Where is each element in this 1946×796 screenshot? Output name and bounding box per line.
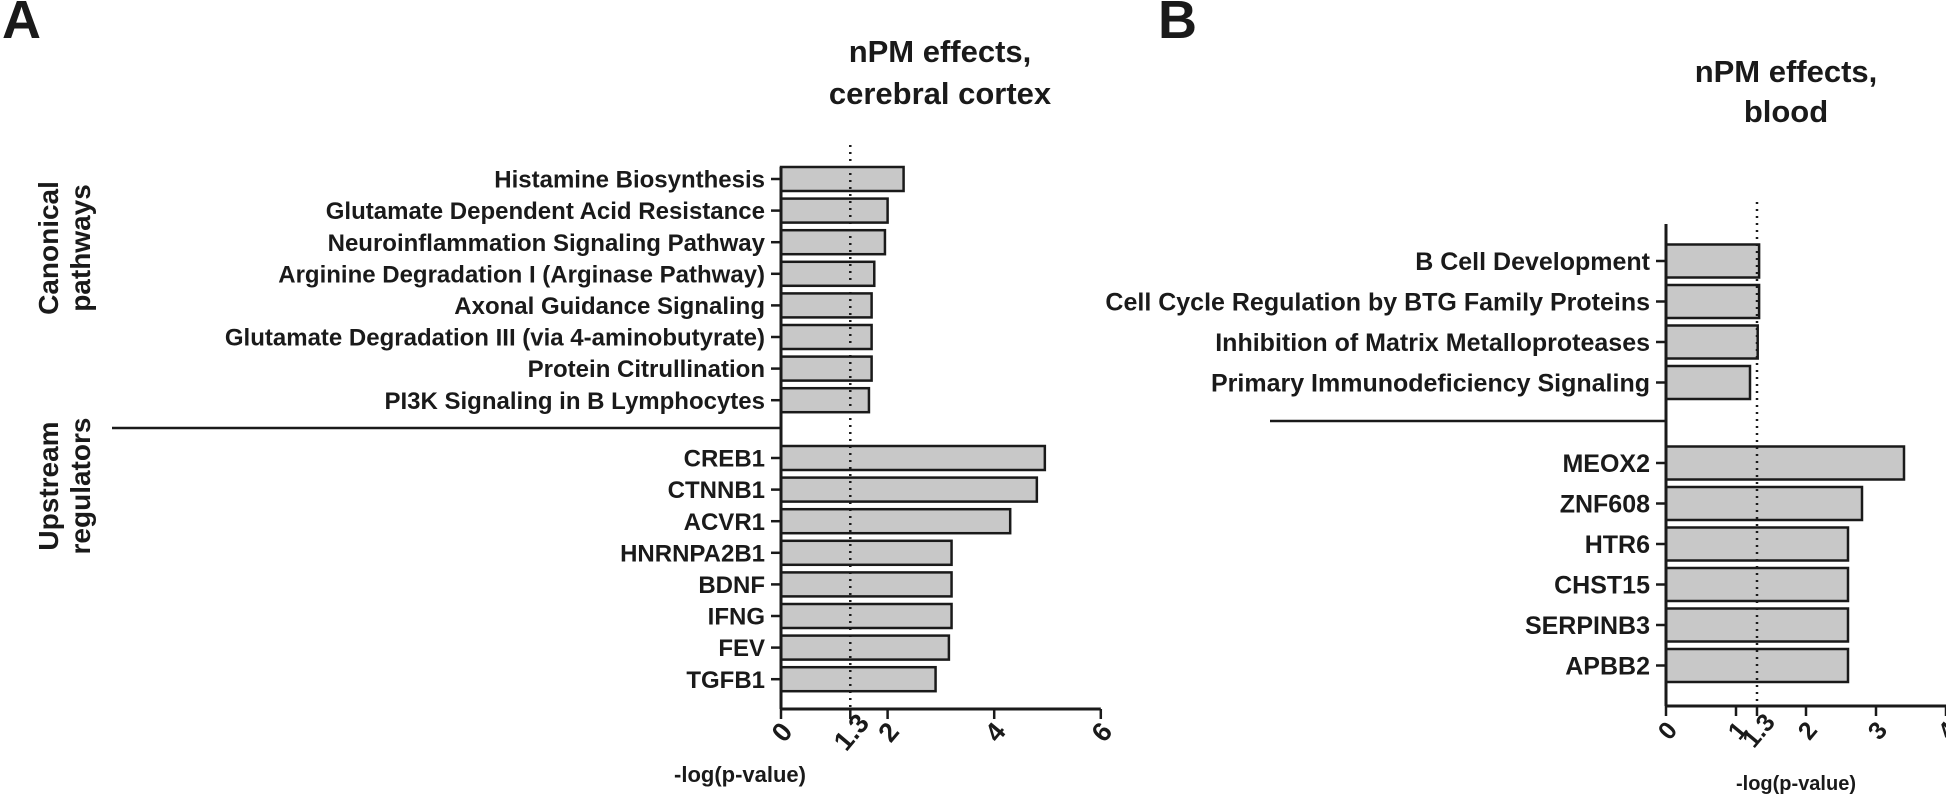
group-label-upstream-line-2: regulators xyxy=(65,418,96,555)
panel-letter-a: A xyxy=(2,0,41,50)
category-label: HTR6 xyxy=(1585,531,1650,559)
panel-b-title-line-1: nPM effects, xyxy=(1695,54,1878,89)
bar xyxy=(779,507,1012,535)
bar xyxy=(779,292,873,319)
bar xyxy=(1664,243,1761,279)
category-label: Primary Immunodeficiency Signaling xyxy=(1211,370,1650,398)
panel-a-title-line-1: nPM effects, xyxy=(849,34,1032,69)
panel-b-x-axis-label: -log(p-value) xyxy=(1736,773,1856,795)
category-label: Cell Cycle Regulation by BTG Family Prot… xyxy=(1105,289,1650,317)
group-label-canonical-line-2: pathways xyxy=(65,184,96,312)
bar xyxy=(779,228,887,256)
category-label: CTNNB1 xyxy=(668,477,765,504)
group-label-upstream-line-1: Upstream xyxy=(33,421,64,550)
group-label-canonical-line-1: Canonical xyxy=(33,181,64,315)
panel-letter-b: B xyxy=(1158,0,1197,50)
x-tick-label: 2 xyxy=(872,717,905,748)
x-tick-label: 0 xyxy=(766,717,799,748)
category-label: FEV xyxy=(718,635,765,662)
category-label: Arginine Degradation I (Arginase Pathway… xyxy=(278,261,765,288)
bar xyxy=(779,444,1047,472)
category-label: Inhibition of Matrix Metalloproteases xyxy=(1215,329,1650,357)
panel-a-plot: Histamine Biosynthesis Glutamate Dependen… xyxy=(112,145,1118,756)
bar xyxy=(779,197,889,224)
category-label: Protein Citrullination xyxy=(528,356,765,383)
bar xyxy=(1664,364,1752,401)
bar xyxy=(779,260,876,288)
category-label: MEOX2 xyxy=(1562,450,1650,478)
bar xyxy=(1664,485,1864,522)
category-label: APBB2 xyxy=(1565,653,1650,681)
category-label: HNRNPA2B1 xyxy=(620,540,765,567)
x-tick-label: 4 xyxy=(1933,716,1946,745)
x-tick-label: 4 xyxy=(979,717,1012,748)
category-label: Glutamate Dependent Acid Resistance xyxy=(326,198,765,225)
bar xyxy=(779,665,937,693)
category-label: Neuroinflammation Signaling Pathway xyxy=(328,230,766,257)
panel-b: B nPM effects, blood -log(p-value) B Cel… xyxy=(1105,0,1946,795)
x-tick-label: 1.3 xyxy=(828,708,875,756)
bar xyxy=(1664,283,1761,320)
category-label: Histamine Biosynthesis xyxy=(494,167,765,194)
bar xyxy=(779,323,873,351)
category-label: SERPINB3 xyxy=(1525,612,1650,640)
panel-a-title-line-2: cerebral cortex xyxy=(829,76,1052,111)
category-label: PI3K Signaling in B Lymphocytes xyxy=(384,388,765,415)
bar xyxy=(779,476,1039,503)
bar xyxy=(779,165,905,193)
panel-a: A nPM effects, cerebral cortex Canonical… xyxy=(2,0,1118,787)
x-tick-label: 2 xyxy=(1793,717,1823,746)
bar xyxy=(1664,445,1906,481)
bar xyxy=(779,355,873,382)
category-label: B Cell Development xyxy=(1415,248,1650,276)
category-label: IFNG xyxy=(708,604,765,631)
bar xyxy=(1664,324,1759,360)
category-label: Glutamate Degradation III (via 4-aminobu… xyxy=(225,325,765,352)
bar xyxy=(779,386,871,414)
category-label: BDNF xyxy=(698,572,765,599)
bar xyxy=(779,571,953,598)
x-tick-label: 3 xyxy=(1863,717,1893,746)
bar xyxy=(1664,566,1850,603)
bar xyxy=(779,539,953,567)
panel-b-title-line-2: blood xyxy=(1744,94,1828,129)
x-tick-label: 1.3 xyxy=(1737,709,1781,754)
category-label: TGFB1 xyxy=(686,667,765,694)
category-label: CHST15 xyxy=(1554,572,1650,600)
panel-b-plot: B Cell Development Cell Cycle Regulation … xyxy=(1105,202,1946,753)
category-label: CREB1 xyxy=(684,446,765,473)
bar xyxy=(779,634,951,661)
bar xyxy=(779,602,953,630)
category-label: ACVR1 xyxy=(684,509,765,536)
category-label: ZNF608 xyxy=(1560,491,1650,519)
x-tick-label: 0 xyxy=(1653,717,1683,746)
category-label: Axonal Guidance Signaling xyxy=(454,293,765,320)
panel-a-x-axis-label: -log(p-value) xyxy=(674,762,806,787)
x-tick-label: 6 xyxy=(1086,717,1119,748)
